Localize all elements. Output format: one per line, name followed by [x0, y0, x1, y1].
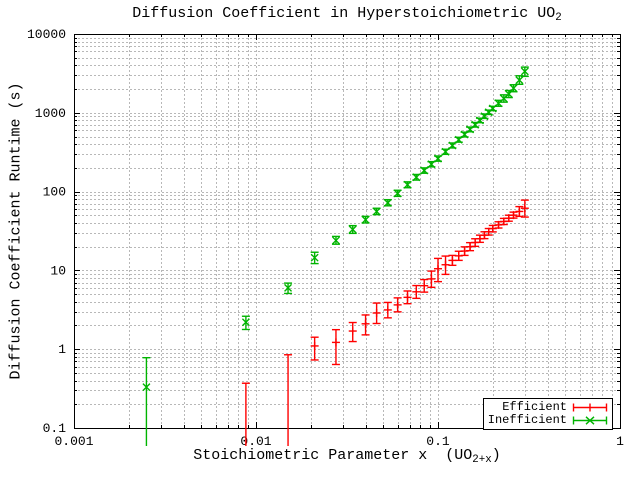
grid: [74, 34, 620, 428]
x-axis-label-subscript: 2+x: [472, 454, 492, 467]
x-tick-label: 0.001: [54, 434, 93, 449]
legend-sample-efficient-icon: [572, 403, 608, 412]
chart-title-text: Diffusion Coefficient in Hyperstoichiome…: [132, 5, 556, 22]
axis-ticks: [74, 34, 621, 429]
x-tick-label: 1: [616, 434, 624, 449]
series-inefficient: [142, 66, 529, 446]
chart-title-subscript: 2: [555, 12, 562, 25]
y-tick-label: 1: [58, 342, 66, 357]
x-tick-labels: 0.001 0.01 0.1 1: [54, 434, 624, 449]
x-axis-label-text: Stoichiometric Parameter x (UO: [193, 447, 473, 464]
y-tick-label: 10000: [27, 27, 66, 42]
legend-item-inefficient: Inefficient: [488, 414, 608, 427]
y-tick-label: 0.1: [43, 421, 67, 436]
series-efficient: [241, 199, 529, 446]
x-tick-label: 0.01: [240, 434, 271, 449]
chart-title: Diffusion Coefficient in Hyperstoichiome…: [74, 5, 620, 24]
y-tick-label: 1000: [35, 106, 66, 121]
y-tick-labels: 0.1 1 10 100 1000 10000: [27, 27, 66, 436]
y-axis-label: Diffusion Coefficient Runtime (s): [7, 82, 25, 380]
x-axis-label-close: ): [491, 447, 501, 464]
axis-border: [74, 34, 621, 429]
legend-label-inefficient: Inefficient: [487, 413, 567, 427]
x-tick-label: 0.1: [426, 434, 450, 449]
x-axis-label: Stoichiometric Parameter x (UO2+x): [74, 447, 620, 466]
legend-label-efficient: Efficient: [502, 400, 567, 414]
y-tick-label: 100: [43, 185, 66, 200]
legend-item-efficient: Efficient: [488, 401, 608, 414]
legend: Efficient Inefficient: [482, 398, 613, 430]
legend-sample-inefficient-icon: [572, 416, 608, 425]
y-tick-label: 10: [50, 263, 66, 278]
